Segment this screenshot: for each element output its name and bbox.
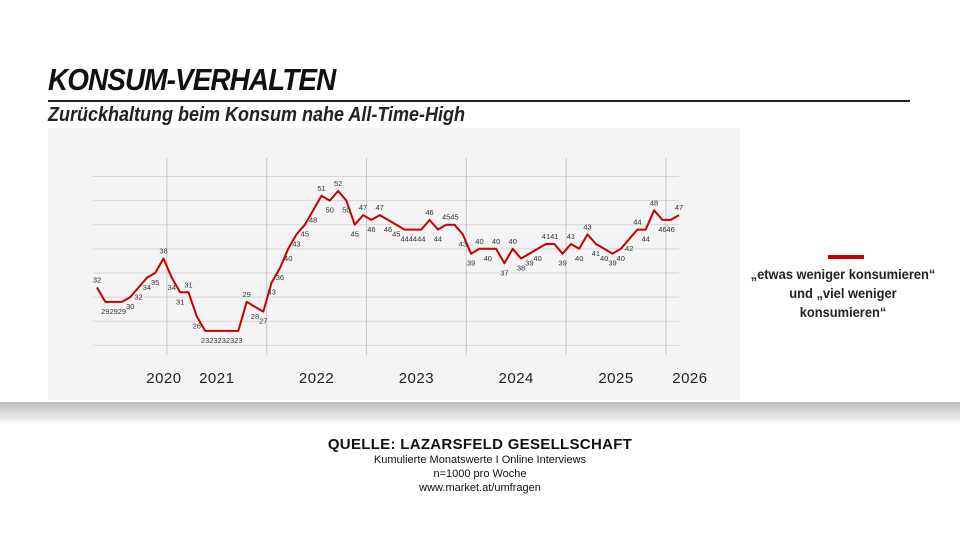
data-label: 44 [409, 235, 417, 244]
legend: „etwas weniger konsumieren“ und „viel we… [738, 265, 948, 322]
x-tick-label: 2026 [672, 370, 707, 387]
data-label: 23 [209, 336, 217, 345]
data-label: 29 [118, 307, 126, 316]
data-label: 37 [500, 268, 508, 277]
page-subtitle: Zurückhaltung beim Konsum nahe All-Time-… [48, 104, 466, 126]
data-label: 44 [633, 218, 641, 227]
data-label: 23 [226, 336, 234, 345]
x-tick-label: 2024 [499, 370, 534, 387]
data-label: 45 [351, 230, 359, 239]
data-label: 45 [442, 213, 450, 222]
data-label: 43 [583, 222, 591, 231]
data-label: 41 [542, 232, 550, 241]
x-tick-label: 2022 [299, 370, 334, 387]
data-label: 40 [475, 237, 483, 246]
source-title: QUELLE: LAZARSFELD GESELLSCHAFT [327, 436, 633, 453]
data-label: 23 [201, 336, 209, 345]
data-label: 31 [184, 280, 192, 289]
x-tick-label: 2020 [146, 370, 181, 387]
data-label: 43 [459, 239, 467, 248]
x-tick-label: 2025 [598, 370, 633, 387]
data-label: 38 [517, 264, 525, 273]
data-label: 30 [126, 302, 134, 311]
data-label: 50 [326, 206, 334, 215]
data-label: 40 [533, 254, 541, 263]
data-label: 47 [376, 203, 384, 212]
data-label: 32 [93, 275, 101, 284]
data-label: 52 [334, 179, 342, 188]
legend-swatch [828, 255, 864, 259]
data-label: 44 [434, 235, 442, 244]
data-label: 39 [608, 259, 616, 268]
data-label: 35 [151, 278, 159, 287]
data-label: 46 [667, 225, 675, 234]
data-label: 23 [234, 336, 242, 345]
data-label: 40 [509, 237, 517, 246]
data-label: 41 [567, 232, 575, 241]
data-label: 39 [467, 259, 475, 268]
data-label: 29 [101, 307, 109, 316]
x-tick-label: 2023 [399, 370, 434, 387]
source-line-methodology: Kumulierte Monatswerte I Online Intervie… [373, 454, 587, 466]
data-label: 34 [168, 283, 176, 292]
data-label: 50 [342, 206, 350, 215]
data-label: 41 [550, 232, 558, 241]
data-label: 23 [218, 336, 226, 345]
data-label: 47 [359, 203, 367, 212]
data-label: 46 [425, 208, 433, 217]
data-label: 40 [484, 254, 492, 263]
data-label: 45 [392, 230, 400, 239]
data-label: 42 [625, 244, 633, 253]
data-label: 40 [575, 254, 583, 263]
data-label: 40 [492, 237, 500, 246]
series-line [96, 190, 680, 332]
data-label: 40 [617, 254, 625, 263]
data-label: 46 [658, 225, 666, 234]
data-label: 44 [417, 235, 425, 244]
data-label: 27 [259, 317, 267, 326]
source-block: QUELLE: LAZARSFELD GESELLSCHAFT Kumulier… [0, 436, 960, 495]
data-label: 28 [251, 312, 259, 321]
source-line-url: www.market.at/umfragen [419, 482, 541, 494]
data-label: 33 [267, 288, 275, 297]
data-label: 39 [558, 259, 566, 268]
data-label: 34 [143, 283, 151, 292]
legend-label-line-2: und „viel weniger konsumieren“ [789, 285, 897, 320]
page-title: KONSUM-VERHALTEN [48, 62, 336, 97]
data-label: 47 [675, 203, 683, 212]
data-label: 29 [109, 307, 117, 316]
data-label: 51 [317, 184, 325, 193]
data-label: 40 [600, 254, 608, 263]
chart-background [48, 128, 740, 400]
data-label: 38 [159, 247, 167, 256]
data-label: 43 [292, 239, 300, 248]
data-label: 40 [284, 254, 292, 263]
data-label: 46 [367, 225, 375, 234]
data-label: 26 [193, 321, 201, 330]
legend-label-line-1: „etwas weniger konsumieren“ [750, 266, 936, 282]
data-label: 44 [642, 235, 650, 244]
data-label: 46 [384, 225, 392, 234]
source-line-sample: n=1000 pro Woche [433, 468, 527, 480]
data-label: 44 [400, 235, 408, 244]
data-label: 29 [242, 290, 250, 299]
data-label: 36 [276, 273, 284, 282]
data-label: 48 [309, 215, 317, 224]
title-divider [48, 100, 910, 102]
data-label: 45 [450, 213, 458, 222]
data-label: 48 [650, 198, 658, 207]
data-label: 41 [592, 249, 600, 258]
data-label: 32 [134, 292, 142, 301]
data-label: 45 [301, 230, 309, 239]
data-label: 39 [525, 259, 533, 268]
data-label: 31 [176, 297, 184, 306]
section-divider-shadow [0, 402, 960, 424]
x-tick-label: 2021 [199, 370, 234, 387]
